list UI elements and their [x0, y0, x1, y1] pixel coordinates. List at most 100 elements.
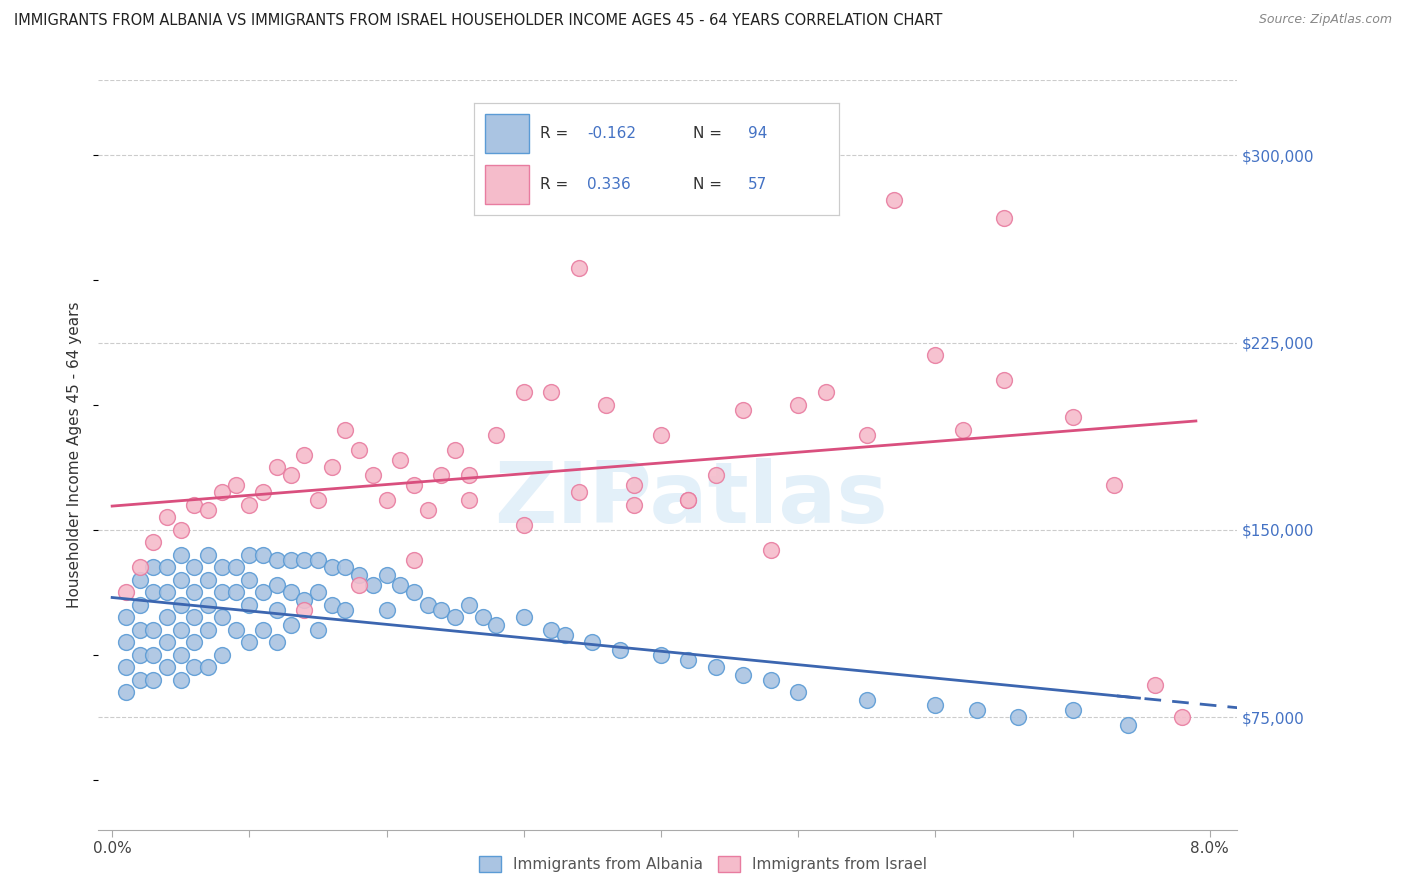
Point	[444, 610, 467, 624]
Point	[759, 542, 782, 557]
Point	[1062, 703, 1084, 717]
Point	[170, 573, 193, 587]
Point	[170, 523, 193, 537]
Point	[266, 578, 288, 592]
Point	[759, 673, 782, 687]
Point	[292, 603, 315, 617]
Point	[280, 553, 302, 567]
Point	[142, 535, 165, 549]
Point	[170, 548, 193, 562]
Point	[471, 610, 494, 624]
Point	[993, 373, 1015, 387]
Point	[678, 492, 700, 507]
Point	[554, 628, 576, 642]
Point	[238, 635, 260, 649]
Point	[252, 485, 274, 500]
Point	[787, 398, 810, 412]
Point	[375, 567, 398, 582]
Point	[183, 560, 205, 574]
Point	[402, 553, 425, 567]
Point	[321, 560, 343, 574]
Point	[266, 460, 288, 475]
Point	[156, 560, 179, 574]
Point	[128, 623, 150, 637]
Point	[1007, 710, 1029, 724]
Point	[156, 585, 179, 599]
Point	[814, 385, 837, 400]
Point	[115, 660, 138, 674]
Point	[266, 553, 288, 567]
Point	[142, 560, 165, 574]
Point	[183, 498, 205, 512]
Point	[347, 567, 370, 582]
Point	[115, 585, 138, 599]
Point	[335, 423, 357, 437]
Point	[197, 660, 219, 674]
Point	[787, 685, 810, 699]
Point	[430, 603, 453, 617]
Point	[238, 573, 260, 587]
Point	[457, 598, 479, 612]
Point	[321, 460, 343, 475]
Point	[183, 585, 205, 599]
Point	[457, 467, 479, 482]
Point	[128, 560, 150, 574]
Point	[678, 653, 700, 667]
Point	[1062, 410, 1084, 425]
Point	[280, 585, 302, 599]
Point	[142, 673, 165, 687]
Point	[211, 648, 233, 662]
Point	[252, 548, 274, 562]
Point	[650, 648, 672, 662]
Point	[389, 578, 412, 592]
Point	[1102, 478, 1125, 492]
Point	[280, 617, 302, 632]
Point	[704, 467, 727, 482]
Point	[280, 467, 302, 482]
Point	[993, 211, 1015, 225]
Point	[197, 503, 219, 517]
Point	[211, 560, 233, 574]
Point	[266, 635, 288, 649]
Point	[416, 503, 439, 517]
Point	[292, 553, 315, 567]
Point	[225, 560, 247, 574]
Point	[307, 585, 329, 599]
Point	[457, 492, 479, 507]
Point	[1143, 678, 1166, 692]
Point	[416, 598, 439, 612]
Point	[211, 585, 233, 599]
Point	[252, 623, 274, 637]
Point	[375, 492, 398, 507]
Text: Source: ZipAtlas.com: Source: ZipAtlas.com	[1258, 13, 1392, 27]
Point	[128, 598, 150, 612]
Point	[402, 478, 425, 492]
Point	[197, 548, 219, 562]
Point	[170, 598, 193, 612]
Point	[211, 485, 233, 500]
Point	[197, 623, 219, 637]
Point	[128, 673, 150, 687]
Point	[142, 623, 165, 637]
Point	[307, 553, 329, 567]
Point	[678, 492, 700, 507]
Y-axis label: Householder Income Ages 45 - 64 years: Householder Income Ages 45 - 64 years	[67, 301, 83, 608]
Point	[115, 635, 138, 649]
Point	[513, 385, 536, 400]
Point	[430, 467, 453, 482]
Point	[704, 660, 727, 674]
Point	[292, 448, 315, 462]
Point	[128, 648, 150, 662]
Point	[623, 478, 645, 492]
Point	[1116, 717, 1139, 731]
Point	[252, 585, 274, 599]
Point	[115, 610, 138, 624]
Point	[513, 517, 536, 532]
Point	[225, 623, 247, 637]
Legend: Immigrants from Albania, Immigrants from Israel: Immigrants from Albania, Immigrants from…	[471, 848, 935, 880]
Point	[361, 467, 384, 482]
Text: ZIPatlas: ZIPatlas	[494, 458, 887, 541]
Point	[513, 610, 536, 624]
Point	[115, 685, 138, 699]
Point	[307, 492, 329, 507]
